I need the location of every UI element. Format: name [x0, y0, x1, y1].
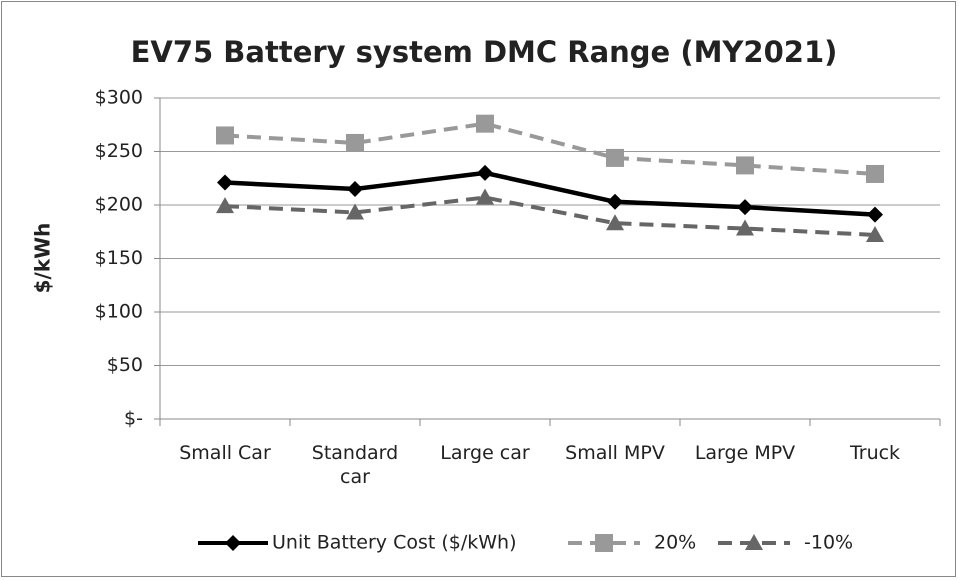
marker — [867, 206, 883, 223]
x-tick-label: Small MPV — [565, 442, 665, 464]
y-tick-label: $250 — [95, 140, 143, 162]
marker — [736, 156, 754, 175]
marker — [346, 203, 364, 220]
marker — [216, 197, 234, 214]
marker — [607, 193, 623, 210]
x-tick-label: Large car — [440, 442, 530, 464]
marker — [347, 180, 363, 197]
marker — [737, 199, 753, 216]
chart-title: EV75 Battery system DMC Range (MY2021) — [131, 35, 838, 69]
y-tick-label: $50 — [107, 354, 143, 376]
marker — [477, 164, 493, 181]
marker — [476, 114, 494, 133]
marker — [217, 174, 233, 191]
series-line — [224, 121, 876, 176]
legend-marker — [225, 535, 241, 551]
series-line — [224, 195, 876, 237]
x-tick-label: Large MPV — [694, 442, 796, 464]
marker — [216, 126, 234, 145]
legend-marker — [745, 534, 763, 550]
legend-label: -10% — [804, 532, 853, 554]
marker — [866, 164, 884, 183]
x-tick-label: Truck — [849, 442, 901, 464]
y-tick-label: $100 — [95, 301, 143, 323]
marker — [736, 219, 754, 236]
marker — [606, 148, 624, 167]
y-tick-label: $200 — [95, 194, 143, 216]
marker — [476, 188, 494, 205]
y-tick-label: $300 — [95, 87, 143, 109]
series-line — [224, 170, 876, 217]
y-tick-label: $150 — [95, 247, 143, 269]
x-tick-label: Small Car — [179, 442, 271, 464]
legend-label: 20% — [654, 532, 696, 554]
y-axis-label: $/kWh — [31, 223, 55, 294]
marker — [346, 133, 364, 152]
x-tick-label: Standard car — [311, 442, 399, 488]
marker — [606, 214, 624, 231]
marker — [866, 225, 884, 242]
y-tick-label: $- — [124, 408, 143, 430]
legend-marker — [595, 534, 613, 552]
legend-label: Unit Battery Cost ($/kWh) — [272, 532, 517, 554]
